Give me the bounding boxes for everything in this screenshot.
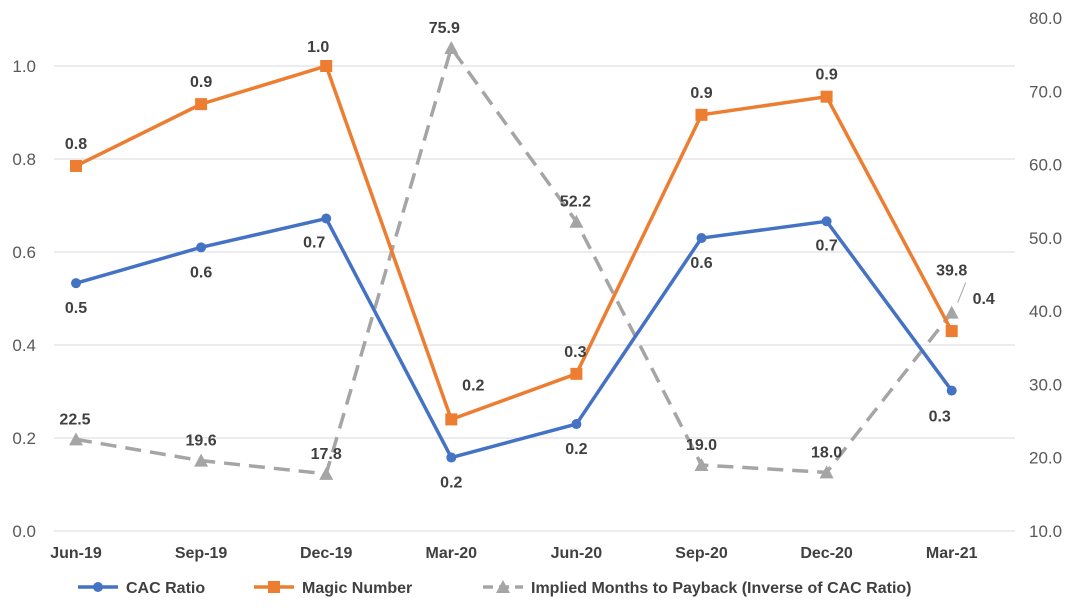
data-point <box>571 419 582 430</box>
legend-item-cac-ratio: CAC Ratio <box>78 580 205 597</box>
legend-label: Magic Number <box>302 580 412 597</box>
data-label: 0.8 <box>65 136 87 153</box>
data-point <box>446 452 457 463</box>
data-label: 17.8 <box>311 446 342 463</box>
data-point <box>445 413 458 426</box>
x-tick-label: Mar-21 <box>926 545 978 562</box>
y-tick-label-right: 80.0 <box>1029 9 1062 28</box>
x-tick-label: Mar-20 <box>426 545 478 562</box>
y-tick-label-left: 0.8 <box>12 150 36 169</box>
data-label: 39.8 <box>936 263 967 280</box>
y-tick-label-left: 0.0 <box>12 522 36 541</box>
data-point <box>819 465 834 479</box>
series-line <box>75 216 954 460</box>
y-axis-right: 10.0 20.0 30.0 40.0 50.0 60.0 70.0 80.0 <box>1029 9 1062 541</box>
label-leader-line <box>957 282 967 303</box>
x-tick-label: Jun-20 <box>551 545 603 562</box>
data-label: 0.6 <box>190 264 212 281</box>
y-tick-label-right: 20.0 <box>1029 449 1062 468</box>
y-tick-label-right: 50.0 <box>1029 229 1062 248</box>
series-implied-months-to-payback-inverse-of-cac-ratio <box>69 41 959 480</box>
legend-label: CAC Ratio <box>126 580 205 597</box>
series-magic-number <box>70 60 958 426</box>
series-layer <box>69 41 959 480</box>
legend-item-implied-months-to-payback-inverse-of-cac-ratio: Implied Months to Payback (Inverse of CA… <box>483 580 912 597</box>
y-tick-label-right: 70.0 <box>1029 82 1062 101</box>
data-label: 52.2 <box>560 194 591 211</box>
x-tick-label: Dec-19 <box>300 545 353 562</box>
data-label: 75.9 <box>429 20 460 37</box>
y-tick-label-left: 1.0 <box>12 57 36 76</box>
x-tick-label: Jun-19 <box>50 545 102 562</box>
data-point <box>944 305 959 319</box>
data-point <box>945 325 958 338</box>
data-label: 0.9 <box>190 74 212 91</box>
data-point <box>695 108 708 121</box>
y-tick-label-right: 60.0 <box>1029 156 1062 175</box>
data-point <box>194 453 209 467</box>
data-label: 0.2 <box>462 377 484 394</box>
data-label: 1.0 <box>307 39 329 56</box>
data-point <box>570 367 583 380</box>
series-line <box>75 46 954 476</box>
data-label: 0.9 <box>815 67 837 84</box>
y-tick-label-left: 0.4 <box>12 336 36 355</box>
series-cac-ratio <box>71 213 957 463</box>
data-label: 0.3 <box>564 344 586 361</box>
data-label: 0.2 <box>565 441 587 458</box>
data-point <box>569 214 584 228</box>
data-label: 19.0 <box>686 437 717 454</box>
data-point <box>694 458 709 472</box>
data-label: 0.7 <box>303 235 325 252</box>
x-tick-label: Sep-19 <box>175 545 228 562</box>
y-tick-label-left: 0.2 <box>12 429 36 448</box>
data-point <box>321 213 332 224</box>
data-label: 0.9 <box>690 85 712 102</box>
data-label: 0.2 <box>440 475 462 492</box>
data-point <box>69 432 83 446</box>
data-label: 0.7 <box>815 237 837 254</box>
data-label: 0.5 <box>65 300 87 317</box>
legend-item-magic-number: Magic Number <box>254 580 412 597</box>
data-point <box>320 60 333 72</box>
y-tick-label-right: 30.0 <box>1029 375 1062 394</box>
data-point <box>196 242 207 253</box>
legend-label: Implied Months to Payback (Inverse of CA… <box>531 580 912 597</box>
y-tick-label-right: 10.0 <box>1029 522 1062 541</box>
data-point <box>696 233 707 244</box>
data-label: 19.6 <box>186 433 217 450</box>
data-point <box>444 41 459 55</box>
legend-marker <box>268 581 280 593</box>
data-point <box>946 385 957 396</box>
series-line <box>75 64 954 422</box>
x-tick-label: Sep-20 <box>675 545 728 562</box>
x-axis: Jun-19 Sep-19 Dec-19 Mar-20 Jun-20 Sep-20 Dec-… <box>50 545 977 562</box>
x-tick-label: Dec-20 <box>800 545 853 562</box>
legend: CAC Ratio Magic Number Implied Months to P… <box>78 580 912 597</box>
y-axis-left: 0.0 0.2 0.4 0.6 0.8 1.0 <box>12 57 36 541</box>
data-labels: 0.5 0.6 0.7 0.2 0.2 0.6 0.7 0.3 0.8 0.9 1.0 0.2 0.3 0… <box>59 20 994 491</box>
gridlines <box>54 65 1015 532</box>
data-point <box>71 278 81 289</box>
data-label: 0.3 <box>929 409 951 426</box>
legend-marker <box>496 580 510 593</box>
legend-marker <box>93 582 103 592</box>
data-point <box>319 466 334 480</box>
data-label: 22.5 <box>59 411 90 428</box>
data-label: 0.6 <box>690 255 712 272</box>
data-point <box>195 98 208 111</box>
y-tick-label-right: 40.0 <box>1029 302 1062 321</box>
y-tick-label-left: 0.6 <box>12 243 36 262</box>
data-point <box>70 159 82 172</box>
data-point <box>820 90 833 103</box>
data-label: 0.4 <box>973 291 995 308</box>
data-label: 18.0 <box>811 444 842 461</box>
data-point <box>821 216 832 227</box>
